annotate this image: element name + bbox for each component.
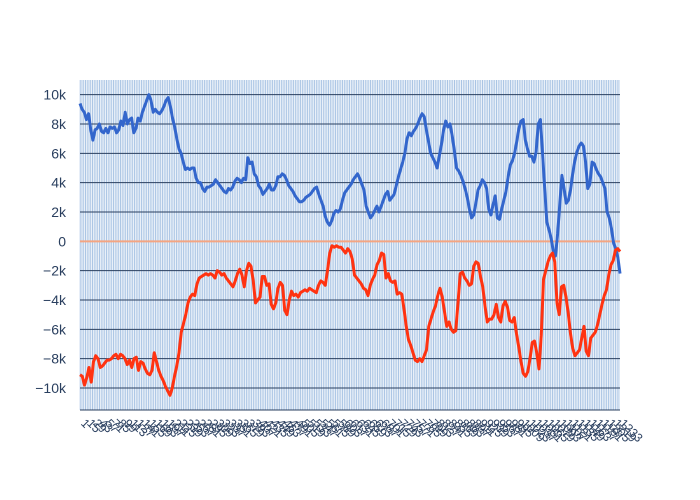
y-axis-ticks: −10k −8k −6k −4k −2k 0 2k 4k 6k 8k 10k [35,87,67,396]
series-lines [78,93,622,397]
y-tick-label: 6k [51,145,67,161]
y-tick-label: −10k [35,380,67,396]
y-tick-label: −8k [43,351,67,367]
y-tick-label: −2k [43,263,67,279]
y-tick-label: 2k [51,204,67,220]
y-tick-label: −4k [43,292,67,308]
y-tick-label: 8k [51,116,67,132]
series-b-line [79,244,622,397]
series-a-line [78,93,622,274]
y-tick-label: −6k [43,321,67,337]
y-tick-label: 10k [43,87,67,103]
x-axis-ticks: 1152943577185991131271411551691831972112… [78,416,646,445]
y-tick-label: 4k [51,175,67,191]
y-tick-label: 0 [58,233,66,249]
